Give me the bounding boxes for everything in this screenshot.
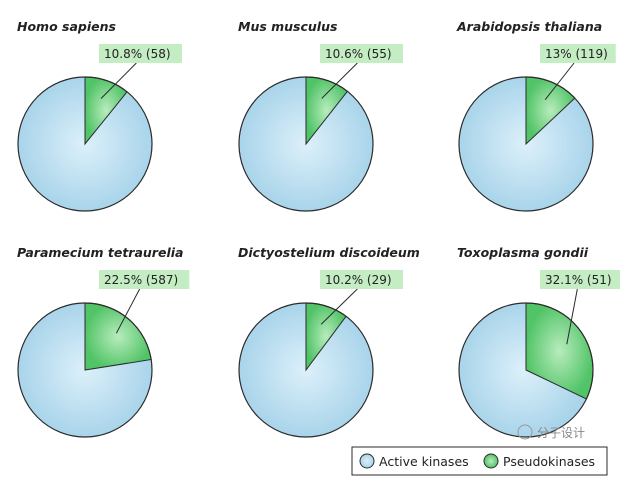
pie-title: Arabidopsis thaliana bbox=[456, 19, 602, 34]
callout-label: 10.6% (55) bbox=[325, 47, 392, 61]
pie-title: Homo sapiens bbox=[17, 19, 116, 34]
pie-panel: Mus musculus 10.6% (55) bbox=[238, 19, 403, 212]
pie-outline bbox=[17, 302, 153, 438]
callout-label: 22.5% (587) bbox=[104, 273, 178, 287]
callout-box bbox=[99, 44, 182, 63]
callout-leader bbox=[100, 62, 137, 99]
pie-outline bbox=[238, 302, 374, 438]
legend-swatch-active bbox=[359, 453, 375, 469]
pie-panel: Paramecium tetraurelia 22.5% (587) bbox=[17, 245, 190, 438]
pie-outline bbox=[458, 76, 594, 212]
callout-label: 13% (119) bbox=[545, 47, 608, 61]
callout-box bbox=[99, 270, 190, 289]
pie-title: Mus musculus bbox=[238, 19, 337, 34]
callout-box bbox=[540, 44, 616, 63]
callout-leader bbox=[321, 62, 358, 99]
pie-panel: Arabidopsis thaliana 13% (119) bbox=[456, 19, 616, 212]
callout-box bbox=[320, 270, 403, 289]
pie-panel: Homo sapiens 10.8% (58) bbox=[17, 19, 182, 212]
watermark-text: 分子设计 bbox=[537, 426, 585, 440]
callout-leader bbox=[544, 62, 575, 101]
callout-label: 10.2% (29) bbox=[325, 273, 392, 287]
callout-box bbox=[320, 44, 403, 63]
pie-panel: Dictyostelium discoideum 10.2% (29) bbox=[238, 245, 420, 438]
callout-leader bbox=[320, 288, 358, 325]
callout-label: 10.8% (58) bbox=[104, 47, 171, 61]
legend-box bbox=[351, 446, 608, 476]
pie-title: Toxoplasma gondii bbox=[457, 245, 589, 260]
pie-outline bbox=[238, 76, 374, 212]
pie-title: Paramecium tetraurelia bbox=[17, 245, 183, 260]
callout-box bbox=[540, 270, 620, 289]
pie-outline bbox=[458, 302, 594, 438]
legend-label-active: Active kinases bbox=[379, 454, 469, 469]
watermark-logo-icon bbox=[517, 424, 533, 440]
pie-slice-active bbox=[459, 303, 587, 438]
pie-slice-pseudo bbox=[84, 302, 152, 371]
callout-label: 32.1% (51) bbox=[545, 273, 612, 287]
watermark: 分子设计 bbox=[517, 424, 585, 440]
legend: Active kinases Pseudokinases bbox=[351, 446, 608, 476]
legend-swatch-pseudo bbox=[483, 453, 499, 469]
callout-leader bbox=[115, 288, 141, 334]
pie-panel: Toxoplasma gondii 32.1% (51) bbox=[457, 245, 620, 438]
legend-label-pseudo: Pseudokinases bbox=[503, 454, 595, 469]
pie-outline bbox=[17, 76, 153, 212]
pie-title: Dictyostelium discoideum bbox=[238, 245, 420, 260]
callout-leader bbox=[566, 288, 578, 345]
